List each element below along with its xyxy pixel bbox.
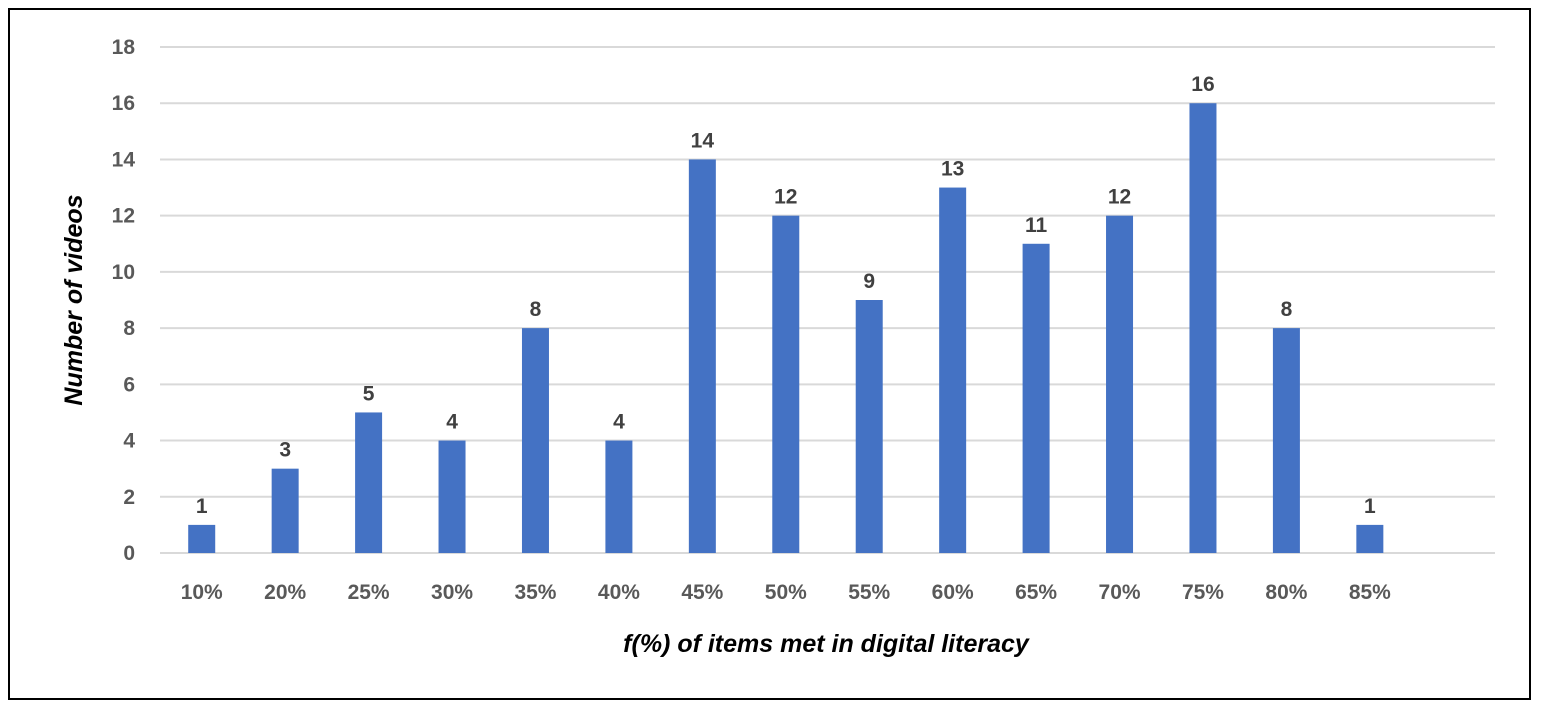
data-label: 8 — [530, 298, 542, 321]
data-label: 14 — [691, 129, 715, 152]
x-axis-ticks: 10% 20% 25% 30% 35% 40% 45% 50% 55% 60% 65% 70% 75% 8… — [181, 581, 1391, 604]
y-tick-label: 6 — [123, 373, 135, 396]
data-label: 3 — [279, 439, 291, 462]
x-tick-label: 70% — [1099, 581, 1141, 604]
data-label: 11 — [1025, 214, 1048, 237]
data-label: 12 — [1108, 186, 1131, 209]
bar-50% — [772, 215, 800, 553]
x-tick-label: 75% — [1182, 581, 1224, 604]
data-label: 4 — [613, 411, 625, 434]
bar-35% — [521, 328, 549, 553]
x-tick-label: 10% — [181, 581, 223, 604]
y-tick-label: 4 — [123, 430, 135, 453]
y-tick-label: 18 — [112, 36, 136, 59]
data-label: 1 — [196, 495, 208, 518]
x-tick-label: 40% — [598, 581, 640, 604]
bar-20% — [271, 468, 299, 553]
x-tick-label: 55% — [848, 581, 890, 604]
y-tick-label: 2 — [123, 486, 135, 509]
x-tick-label: 85% — [1349, 581, 1391, 604]
bar-60% — [939, 187, 967, 554]
x-tick-label: 65% — [1015, 581, 1057, 604]
data-label: 8 — [1281, 298, 1293, 321]
data-label: 9 — [863, 270, 875, 293]
data-label: 16 — [1191, 73, 1214, 96]
x-tick-label: 30% — [431, 581, 473, 604]
x-tick-label: 25% — [348, 581, 390, 604]
y-axis-ticks: 0 2 4 6 8 10 12 14 16 18 — [112, 36, 136, 565]
data-label: 4 — [446, 411, 458, 434]
data-label: 13 — [941, 158, 964, 181]
y-tick-label: 10 — [112, 261, 135, 284]
bar-70% — [1106, 215, 1134, 553]
y-tick-label: 16 — [112, 92, 135, 115]
x-tick-label: 45% — [681, 581, 723, 604]
y-tick-label: 14 — [112, 148, 136, 171]
x-tick-label: 80% — [1265, 581, 1307, 604]
bar-30% — [438, 440, 466, 553]
bar-80% — [1272, 328, 1300, 553]
y-axis-title: Number of videos — [60, 194, 88, 405]
bar-25% — [355, 412, 383, 553]
y-tick-label: 12 — [112, 205, 135, 228]
bar-45% — [688, 159, 716, 553]
bar-85% — [1356, 524, 1384, 553]
bar-75% — [1189, 103, 1217, 553]
x-tick-label: 20% — [264, 581, 306, 604]
bar-55% — [855, 300, 883, 553]
data-label: 12 — [774, 186, 797, 209]
x-axis-title: f(%) of items met in digital literacy — [623, 630, 1030, 658]
y-tick-label: 0 — [123, 542, 135, 565]
data-label: 5 — [363, 382, 375, 405]
bar-40% — [605, 440, 633, 553]
x-tick-label: 60% — [932, 581, 974, 604]
x-tick-label: 50% — [765, 581, 807, 604]
gridlines — [160, 46, 1495, 554]
bar-10% — [188, 524, 216, 553]
data-label: 1 — [1364, 495, 1376, 518]
bar-65% — [1022, 243, 1050, 553]
bars — [188, 103, 1384, 554]
y-tick-label: 8 — [123, 317, 135, 340]
x-tick-label: 35% — [514, 581, 556, 604]
